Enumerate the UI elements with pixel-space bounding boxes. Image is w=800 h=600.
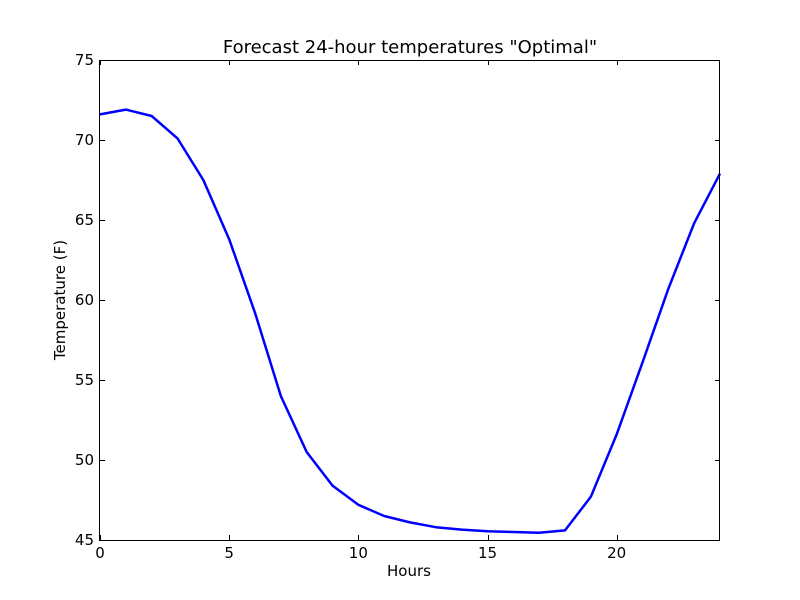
x-tick-label: 5 <box>224 544 234 562</box>
x-tick-label: 20 <box>607 544 626 562</box>
plot-frame <box>99 60 720 541</box>
y-tick-label: 45 <box>75 531 94 549</box>
y-tick-label: 75 <box>75 51 94 69</box>
x-axis-label: Hours <box>387 562 431 580</box>
x-tick-label: 10 <box>349 544 368 562</box>
plot-series <box>99 108 722 535</box>
chart-title: Forecast 24-hour temperatures "Optimal" <box>223 37 597 58</box>
x-tick-label: 15 <box>478 544 497 562</box>
y-tick-label: 55 <box>75 371 94 389</box>
y-axis-label: Temperature (F) <box>51 240 69 361</box>
x-axis: 0 5 10 15 20 <box>95 60 626 562</box>
y-axis: 45 50 55 60 65 70 75 <box>75 51 720 549</box>
y-tick-label: 60 <box>75 291 94 309</box>
x-tick-label: 0 <box>95 544 105 562</box>
y-tick-label: 50 <box>75 451 94 469</box>
y-tick-label: 65 <box>75 211 94 229</box>
y-tick-label: 70 <box>75 131 94 149</box>
temperature-line-series-0 <box>99 108 722 535</box>
